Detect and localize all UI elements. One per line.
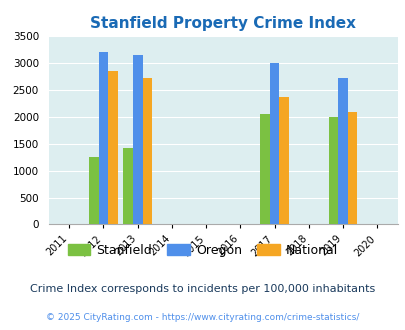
Bar bbox=[142, 78, 152, 224]
Bar bbox=[328, 117, 337, 224]
Bar bbox=[269, 63, 279, 224]
Text: © 2025 CityRating.com - https://www.cityrating.com/crime-statistics/: © 2025 CityRating.com - https://www.city… bbox=[46, 313, 359, 322]
Text: Crime Index corresponds to incidents per 100,000 inhabitants: Crime Index corresponds to incidents per… bbox=[30, 284, 375, 294]
Legend: Stanfield, Oregon, National: Stanfield, Oregon, National bbox=[63, 239, 342, 262]
Bar bbox=[98, 52, 108, 224]
Bar bbox=[347, 112, 357, 224]
Bar bbox=[89, 157, 98, 224]
Bar bbox=[108, 71, 117, 224]
Bar bbox=[279, 97, 288, 224]
Bar bbox=[337, 78, 347, 224]
Title: Stanfield Property Crime Index: Stanfield Property Crime Index bbox=[90, 16, 356, 31]
Bar bbox=[132, 55, 142, 224]
Bar bbox=[260, 114, 269, 224]
Bar bbox=[123, 148, 132, 224]
